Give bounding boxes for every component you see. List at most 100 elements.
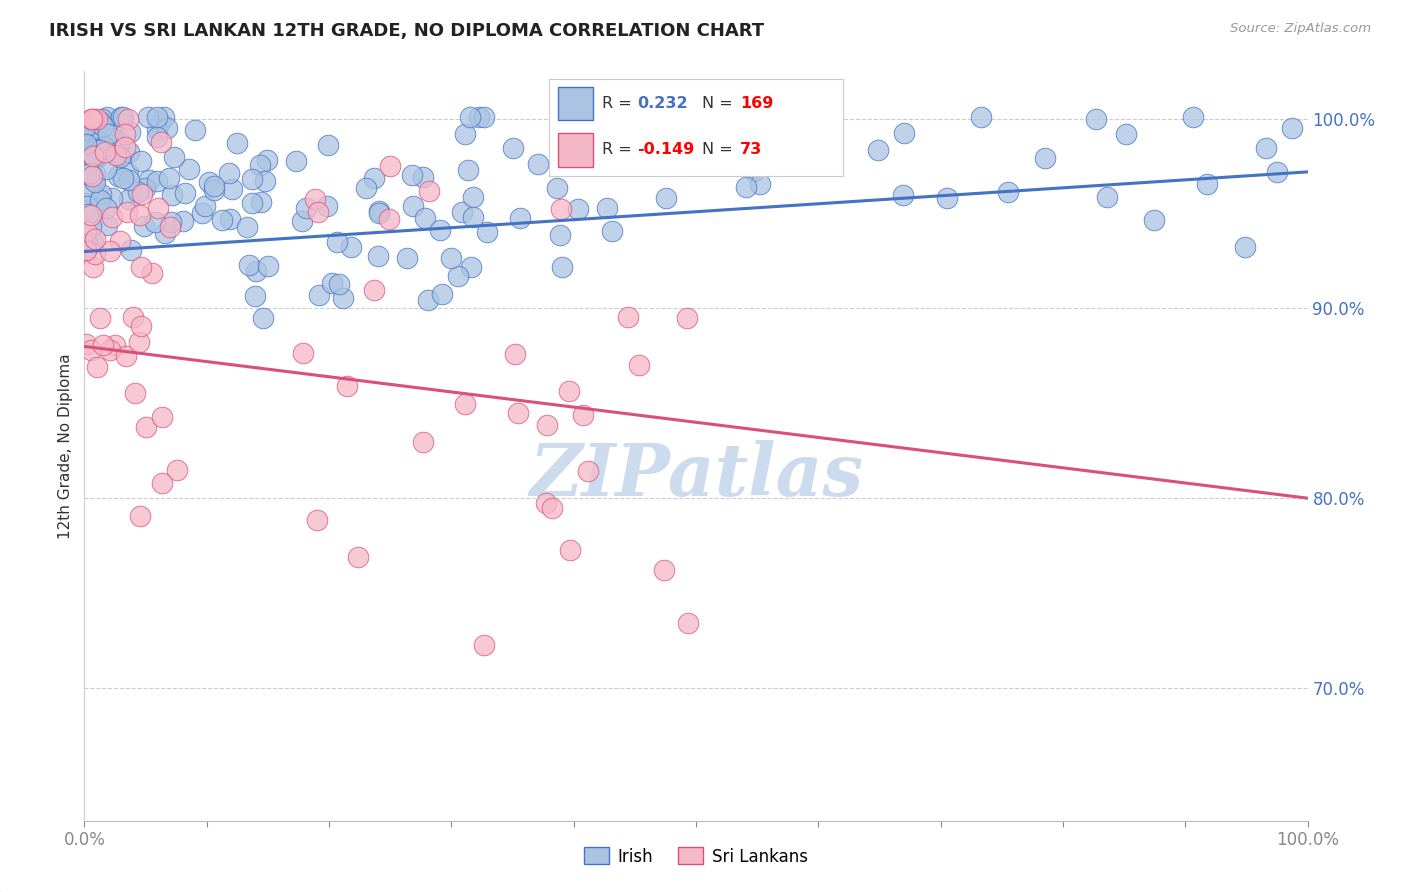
Point (141, 266, 163, 280)
Point (307, 513, 329, 527)
Point (76, 199, 98, 213)
Point (527, 157, 550, 171)
Point (454, 397, 477, 411)
Point (368, 203, 391, 218)
Point (536, 417, 558, 432)
Point (90, 186, 112, 201)
Point (134, 181, 156, 195)
Point (118, 172, 141, 186)
Point (75, 196, 97, 211)
Point (1097, 190, 1119, 204)
Point (734, 180, 756, 194)
Point (467, 110, 489, 124)
Point (80, 343, 103, 357)
Point (665, 110, 688, 124)
Point (1256, 141, 1278, 155)
Point (135, 419, 157, 434)
Point (120, 243, 142, 257)
Point (463, 210, 485, 224)
Point (461, 190, 484, 204)
Point (218, 212, 240, 227)
Point (75, 243, 97, 257)
Point (75, 136, 97, 151)
Point (742, 164, 765, 178)
Point (655, 191, 678, 205)
Point (80, 169, 103, 183)
Point (1281, 120, 1303, 135)
Point (503, 347, 526, 361)
Point (396, 251, 419, 265)
Point (652, 564, 675, 578)
Point (567, 202, 589, 216)
Point (676, 615, 699, 630)
Point (576, 464, 599, 478)
Point (101, 131, 124, 145)
Point (79, 118, 101, 132)
Point (120, 125, 142, 139)
Point (75, 337, 97, 351)
Point (84, 167, 107, 181)
Point (82, 149, 104, 163)
Point (472, 638, 495, 652)
Point (149, 114, 172, 128)
Point (150, 135, 173, 149)
Point (145, 122, 167, 136)
Point (174, 186, 197, 201)
Point (82, 235, 104, 250)
Point (202, 183, 225, 197)
Legend: Irish, Sri Lankans: Irish, Sri Lankans (578, 841, 814, 872)
Point (238, 258, 260, 272)
Point (89, 193, 111, 207)
Point (118, 192, 141, 206)
Point (245, 264, 267, 278)
Point (152, 110, 174, 124)
Text: IRISH VS SRI LANKAN 12TH GRADE, NO DIPLOMA CORRELATION CHART: IRISH VS SRI LANKAN 12TH GRADE, NO DIPLO… (49, 22, 765, 40)
Point (111, 170, 134, 185)
Point (550, 202, 572, 217)
Point (997, 186, 1019, 200)
Point (256, 153, 278, 167)
Point (77, 167, 100, 181)
Point (377, 211, 399, 226)
Point (430, 286, 453, 301)
Point (83, 153, 105, 167)
Point (475, 225, 498, 239)
Point (77, 184, 100, 198)
Point (285, 153, 308, 168)
Point (75, 224, 97, 238)
Point (82, 146, 104, 161)
Point (401, 168, 423, 182)
Point (546, 180, 568, 194)
Point (558, 542, 581, 557)
Point (253, 174, 276, 188)
Point (118, 145, 141, 160)
Point (103, 337, 125, 351)
Point (315, 199, 337, 213)
Point (194, 199, 217, 213)
Point (77, 206, 100, 220)
Point (145, 129, 167, 144)
Point (1195, 178, 1218, 192)
Point (110, 110, 132, 124)
Point (98, 343, 121, 357)
Point (412, 169, 434, 184)
Point (1084, 112, 1107, 126)
Point (128, 334, 150, 349)
Point (93, 140, 115, 154)
Point (84, 232, 107, 246)
Point (328, 277, 350, 291)
Point (79, 165, 101, 179)
Point (156, 121, 179, 136)
Point (749, 177, 772, 191)
Point (1182, 110, 1205, 124)
Point (402, 198, 425, 212)
Point (413, 211, 436, 225)
Point (115, 205, 138, 219)
Point (307, 204, 329, 219)
Point (460, 110, 482, 124)
Point (893, 127, 915, 141)
Point (548, 228, 571, 243)
Point (82, 260, 104, 275)
Point (105, 148, 128, 162)
Point (226, 136, 249, 150)
